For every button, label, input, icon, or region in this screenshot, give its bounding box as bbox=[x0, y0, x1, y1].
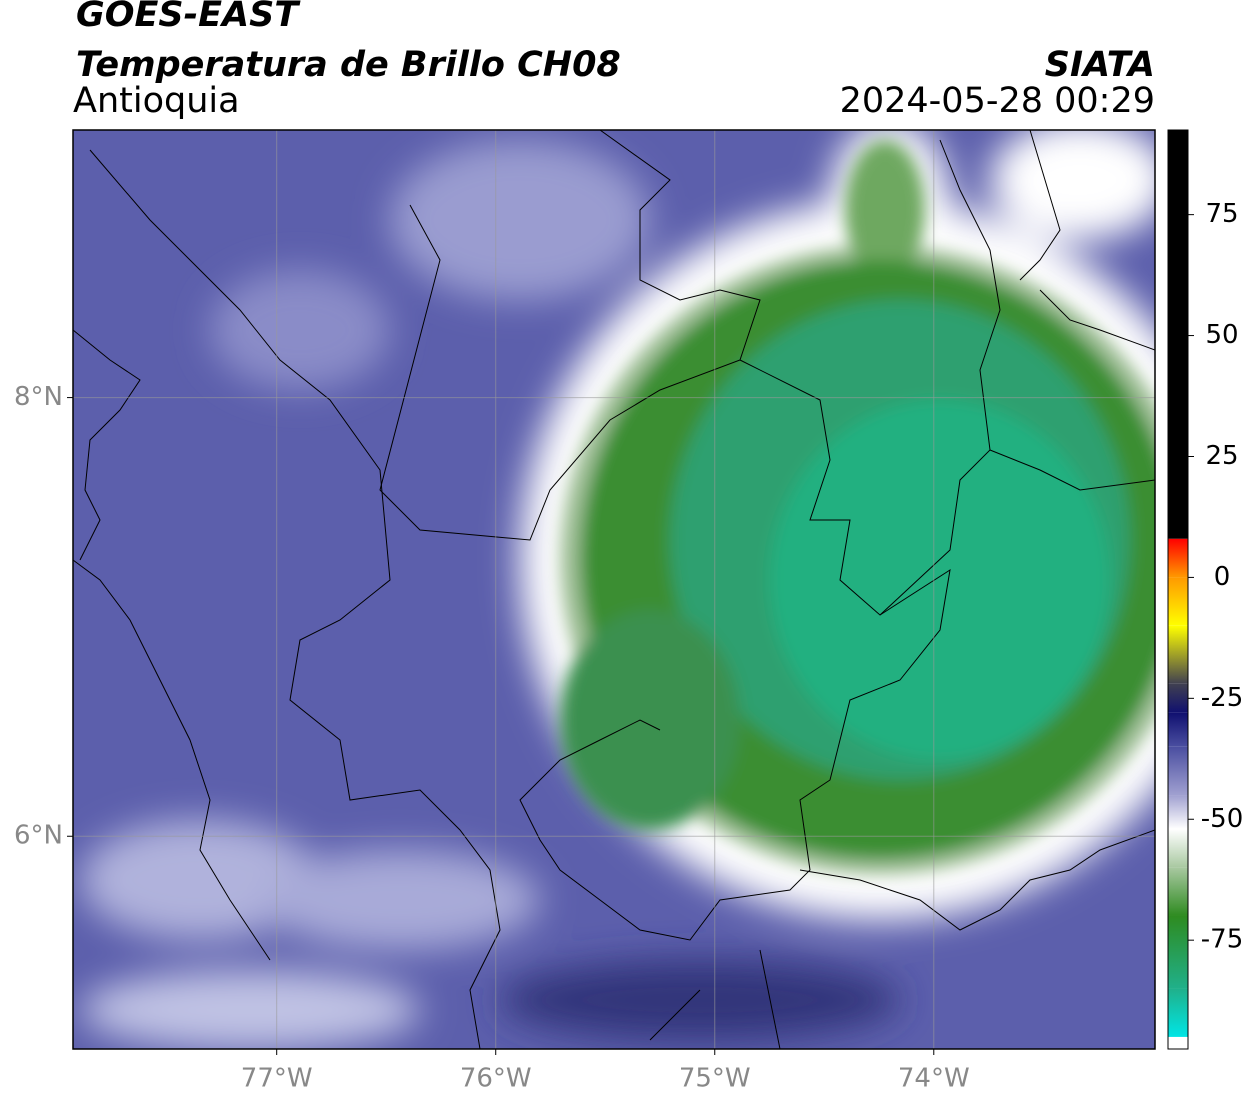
x-tick-label: 77°W bbox=[241, 1064, 313, 1094]
subtitle: Temperatura de Brillo CH08 bbox=[76, 45, 621, 85]
y-tick-label: 6°N bbox=[14, 821, 63, 851]
colorbar-segment bbox=[1168, 1036, 1188, 1049]
colorbar-segment bbox=[1168, 915, 1188, 989]
x-tick-label: 76°W bbox=[460, 1064, 532, 1094]
colorbar-segment bbox=[1168, 746, 1188, 796]
colorbar-segment bbox=[1168, 988, 1188, 1037]
x-tick-label: 75°W bbox=[679, 1064, 751, 1094]
border bbox=[73, 329, 271, 961]
colorbar-tick-label: -75 bbox=[1201, 925, 1243, 955]
source: SIATA bbox=[1045, 45, 1155, 85]
border bbox=[89, 149, 501, 1049]
colorbar-tick-label: -25 bbox=[1201, 683, 1243, 713]
colorbar-segment bbox=[1168, 867, 1188, 916]
colorbar-tick-label: 0 bbox=[1214, 562, 1231, 592]
colorbar: -75 -50 -25 0 25 50 75 bbox=[1167, 129, 1243, 1050]
border bbox=[989, 130, 1155, 491]
grid bbox=[73, 130, 1155, 1049]
border bbox=[519, 568, 951, 941]
colorbar-tick-label: -50 bbox=[1201, 804, 1243, 834]
colorbar-tick-label: 25 bbox=[1205, 441, 1238, 471]
colorbar-segment bbox=[1168, 795, 1188, 829]
border bbox=[739, 139, 1001, 616]
colorbar-segment bbox=[1168, 828, 1188, 868]
region: Antioquia bbox=[73, 81, 240, 121]
colorbar-tick-label: 50 bbox=[1205, 320, 1238, 350]
colorbar-segment bbox=[1168, 130, 1188, 539]
colorbar-segment bbox=[1168, 625, 1188, 684]
colorbar-segment bbox=[1168, 712, 1188, 747]
y-tick-label: 8°N bbox=[14, 382, 63, 412]
colorbar-tick-label: 75 bbox=[1205, 199, 1238, 229]
colorbar-frame bbox=[1167, 129, 1189, 1050]
satellite-image bbox=[73, 130, 1155, 1049]
border bbox=[379, 130, 761, 541]
border bbox=[649, 829, 1155, 1049]
x-tick-label: 74°W bbox=[898, 1064, 970, 1094]
colorbar-segment bbox=[1168, 577, 1188, 626]
map-frame bbox=[72, 129, 1156, 1050]
colorbar-segment bbox=[1168, 683, 1188, 713]
datetime: 2024-05-28 00:29 bbox=[840, 81, 1155, 121]
title: GOES-EAST bbox=[76, 0, 301, 35]
colorbar-segment bbox=[1168, 538, 1188, 578]
